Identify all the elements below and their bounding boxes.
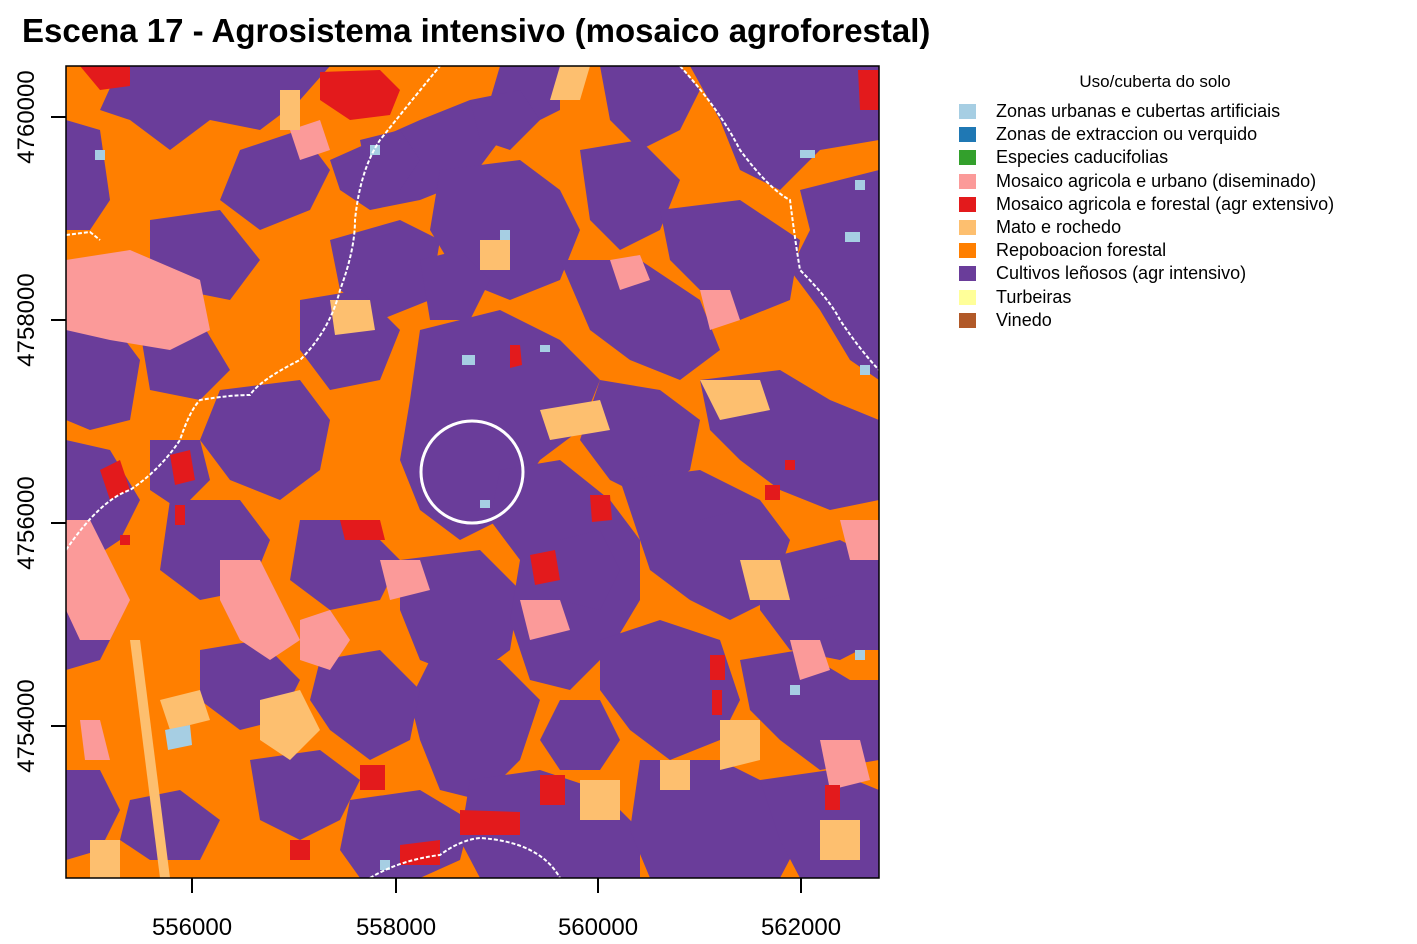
legend-label: Vinedo (996, 309, 1052, 330)
legend-item: Zonas urbanas e cubertas artificiais (955, 100, 1375, 123)
y-tick-label: 4754000 (13, 679, 40, 772)
map-title: Escena 17 - Agrosistema intensivo (mosai… (22, 12, 931, 49)
map-frame (65, 65, 880, 879)
mosaico-agricola-forestal-patches (80, 66, 879, 865)
legend-item: Mosaico agricola e forestal (agr extensi… (955, 193, 1375, 216)
legend-item: Especies caducifolias (955, 146, 1375, 169)
legend-swatch (959, 220, 976, 236)
x-tick-label: 562000 (761, 914, 841, 941)
legend-item: Turbeiras (955, 286, 1375, 309)
legend-items: Zonas urbanas e cubertas artificiais Zona… (955, 100, 1375, 332)
x-tick-label: 558000 (356, 914, 436, 941)
y-axis-labels: 4754000 4756000 4758000 4760000 (13, 70, 40, 772)
legend-item: Mato e rochedo (955, 216, 1375, 239)
legend-swatch (959, 173, 976, 189)
x-tick-label: 556000 (152, 914, 232, 941)
y-axis-ticks (51, 116, 66, 727)
legend-label: Especies caducifolias (996, 147, 1169, 168)
legend-swatch (959, 243, 976, 259)
legend-swatch (959, 127, 976, 143)
legend-label: Cultivos leñosos (agr intensivo) (996, 263, 1247, 284)
legend-label: Mato e rochedo (996, 217, 1122, 238)
legend-swatch (959, 289, 976, 305)
legend-swatch (959, 312, 976, 328)
legend-item: Mosaico agricola e urbano (diseminado) (955, 170, 1375, 193)
zonas-urbanas-patches (95, 145, 870, 870)
legend-title: Uso/cuberta do solo (1079, 72, 1231, 91)
y-tick-label: 4760000 (13, 70, 40, 163)
mosaico-agricola-urbano-patches (66, 120, 879, 790)
x-axis-ticks (191, 878, 802, 893)
y-tick-label: 4756000 (13, 476, 40, 569)
legend-label: Turbeiras (996, 286, 1072, 307)
legend-item: Vinedo (955, 309, 1375, 332)
legend-label: Mosaico agricola e forestal (agr extensi… (996, 193, 1335, 214)
x-tick-label: 560000 (558, 914, 638, 941)
legend-swatch (959, 150, 976, 166)
legend-swatch (959, 196, 976, 212)
focus-circle (419, 419, 525, 525)
x-axis-labels: 556000 558000 560000 562000 (152, 914, 841, 941)
legend-label: Repoboacion forestal (996, 240, 1167, 261)
boundary-lines (66, 66, 879, 878)
legend-label: Zonas de extraccion ou verquido (996, 124, 1258, 145)
legend-label: Mosaico agricola e urbano (diseminado) (996, 170, 1317, 191)
legend-item: Cultivos leñosos (agr intensivo) (955, 262, 1375, 285)
mato-rochedo-patches (90, 66, 860, 878)
legend-item: Repoboacion forestal (955, 239, 1375, 262)
legend-swatch (959, 104, 976, 120)
legend-swatch (959, 266, 976, 282)
y-tick-label: 4758000 (13, 273, 40, 366)
land-cover-raster (66, 66, 879, 878)
cultivos-lenosos-patches (66, 66, 879, 878)
legend-item: Zonas de extraccion ou verquido (955, 123, 1375, 146)
legend-label: Zonas urbanas e cubertas artificiais (996, 101, 1281, 122)
legend: Uso/cuberta do solo Zonas urbanas e cube… (955, 72, 1375, 332)
